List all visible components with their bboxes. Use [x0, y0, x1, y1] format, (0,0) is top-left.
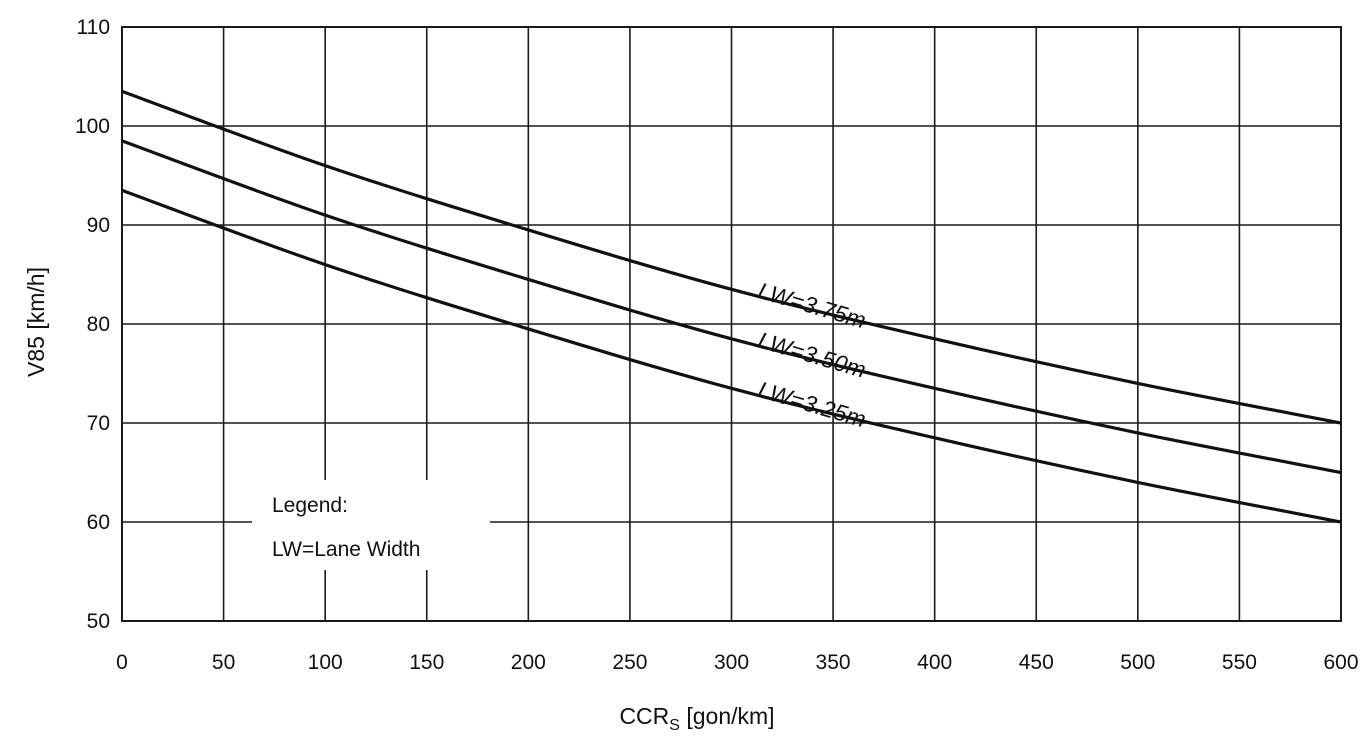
series-line-3 — [121, 188, 1342, 524]
x-tick-label: 350 — [816, 651, 851, 674]
plot-frame — [121, 26, 1342, 622]
y-tick-label: 70 — [87, 412, 110, 435]
y-tick-label: 110 — [77, 16, 110, 39]
x-tick-label: 200 — [511, 651, 546, 674]
y-tick-label: 80 — [87, 313, 110, 336]
legend-background — [252, 480, 490, 570]
x-tick-label: 600 — [1323, 651, 1358, 674]
x-axis-title-main: CCR — [619, 703, 669, 729]
x-axis-title-unit: [gon/km] — [680, 703, 775, 729]
grid — [121, 26, 1342, 622]
y-tick-label: 50 — [87, 610, 110, 633]
y-axis-title: V85 [km/h] — [23, 267, 49, 377]
x-tick-label: 50 — [212, 651, 235, 674]
x-tick-label: 100 — [308, 651, 343, 674]
series-label-1: LW=3.75m — [755, 277, 869, 333]
series-line-2 — [121, 139, 1342, 475]
x-tick-label: 250 — [612, 651, 647, 674]
legend-text: LW=Lane Width — [272, 538, 420, 561]
y-tick-label: 100 — [75, 115, 110, 138]
x-tick-label: 450 — [1019, 651, 1054, 674]
x-axis-title-subscript: S — [669, 717, 680, 734]
series-label-2: LW=3.50m — [755, 327, 869, 383]
x-tick-labels: 0 50 100 150 200 250 300 350 400 450 500 550 600 — [116, 651, 1358, 674]
x-tick-label: 300 — [714, 651, 749, 674]
y-tick-label: 90 — [87, 214, 110, 237]
y-tick-labels: 50 60 70 80 90 100 110 — [75, 16, 110, 633]
x-tick-label: 0 — [116, 651, 128, 674]
series-lines — [121, 89, 1342, 524]
y-tick-label: 60 — [87, 511, 110, 534]
series-label-3: LW=3.25m — [755, 376, 869, 432]
legend-title: Legend: — [272, 494, 348, 517]
x-tick-label: 150 — [409, 651, 444, 674]
x-axis-title: CCRS [gon/km] — [619, 703, 774, 734]
x-tick-label: 500 — [1120, 651, 1155, 674]
series-line-1 — [121, 89, 1342, 425]
x-tick-label: 550 — [1222, 651, 1257, 674]
legend: Legend: LW=Lane Width — [252, 480, 490, 570]
x-tick-label: 400 — [917, 651, 952, 674]
